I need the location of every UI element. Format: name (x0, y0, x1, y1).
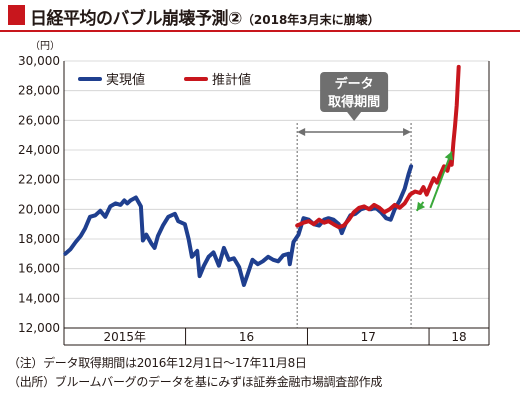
chart-title: 日経平均のバブル崩壊予測②（2018年3月末に崩壊） (30, 4, 380, 29)
title-rule (0, 30, 520, 32)
annotation-arrowhead-right (403, 128, 412, 136)
legend-label-actual: 実現値 (106, 72, 145, 88)
y-tick-label: 12,000 (18, 321, 60, 335)
x-tick-label: 18 (451, 330, 466, 344)
annotation-label: データ (335, 76, 374, 92)
y-tick-label: 22,000 (18, 173, 60, 187)
legend-label-estimate: 推計値 (212, 72, 251, 88)
annotation-arrowhead-left (297, 128, 306, 136)
title-accent-mark (8, 5, 25, 25)
y-tick-label: 26,000 (18, 113, 60, 127)
trend-arrowhead (444, 151, 454, 161)
annotation-label: 取得期間 (328, 94, 380, 110)
x-tick-label: 17 (361, 330, 376, 344)
trend-arrowhead (416, 201, 426, 211)
title-bar: 日経平均のバブル崩壊予測②（2018年3月末に崩壊） (0, 0, 520, 32)
y-tick-label: 24,000 (18, 143, 60, 157)
x-tick-label: 16 (239, 330, 254, 344)
actual-series-line (63, 164, 414, 287)
y-tick-label: 14,000 (18, 291, 60, 305)
estimate-series-line (295, 64, 461, 230)
y-tick-label: 20,000 (18, 202, 60, 216)
footnote: （注）データ取得期間は2016年12月1日〜17年11月8日 (8, 356, 307, 370)
source-note: （出所）ブルームバーグのデータを基にみずほ証券金融市場調査部作成 (8, 375, 383, 389)
y-tick-label: 30,000 (18, 54, 60, 68)
chart-title-main: 日経平均のバブル崩壊予測② (30, 9, 242, 29)
y-tick-label: 16,000 (18, 262, 60, 276)
chart-title-sub: （2018年3月末に崩壊） (241, 13, 380, 27)
annotation-box (320, 72, 389, 112)
x-tick-label: 2015年 (104, 330, 147, 344)
annotation-pointer (347, 112, 362, 121)
trend-arrow-shaft (429, 151, 453, 209)
chart: 12,000 14,000 16,000 18,000 20,000 22,000 24,0… (18, 40, 490, 346)
y-axis-unit: （円） (30, 40, 60, 52)
y-tick-label: 18,000 (18, 232, 60, 246)
y-tick-label: 28,000 (18, 84, 60, 98)
